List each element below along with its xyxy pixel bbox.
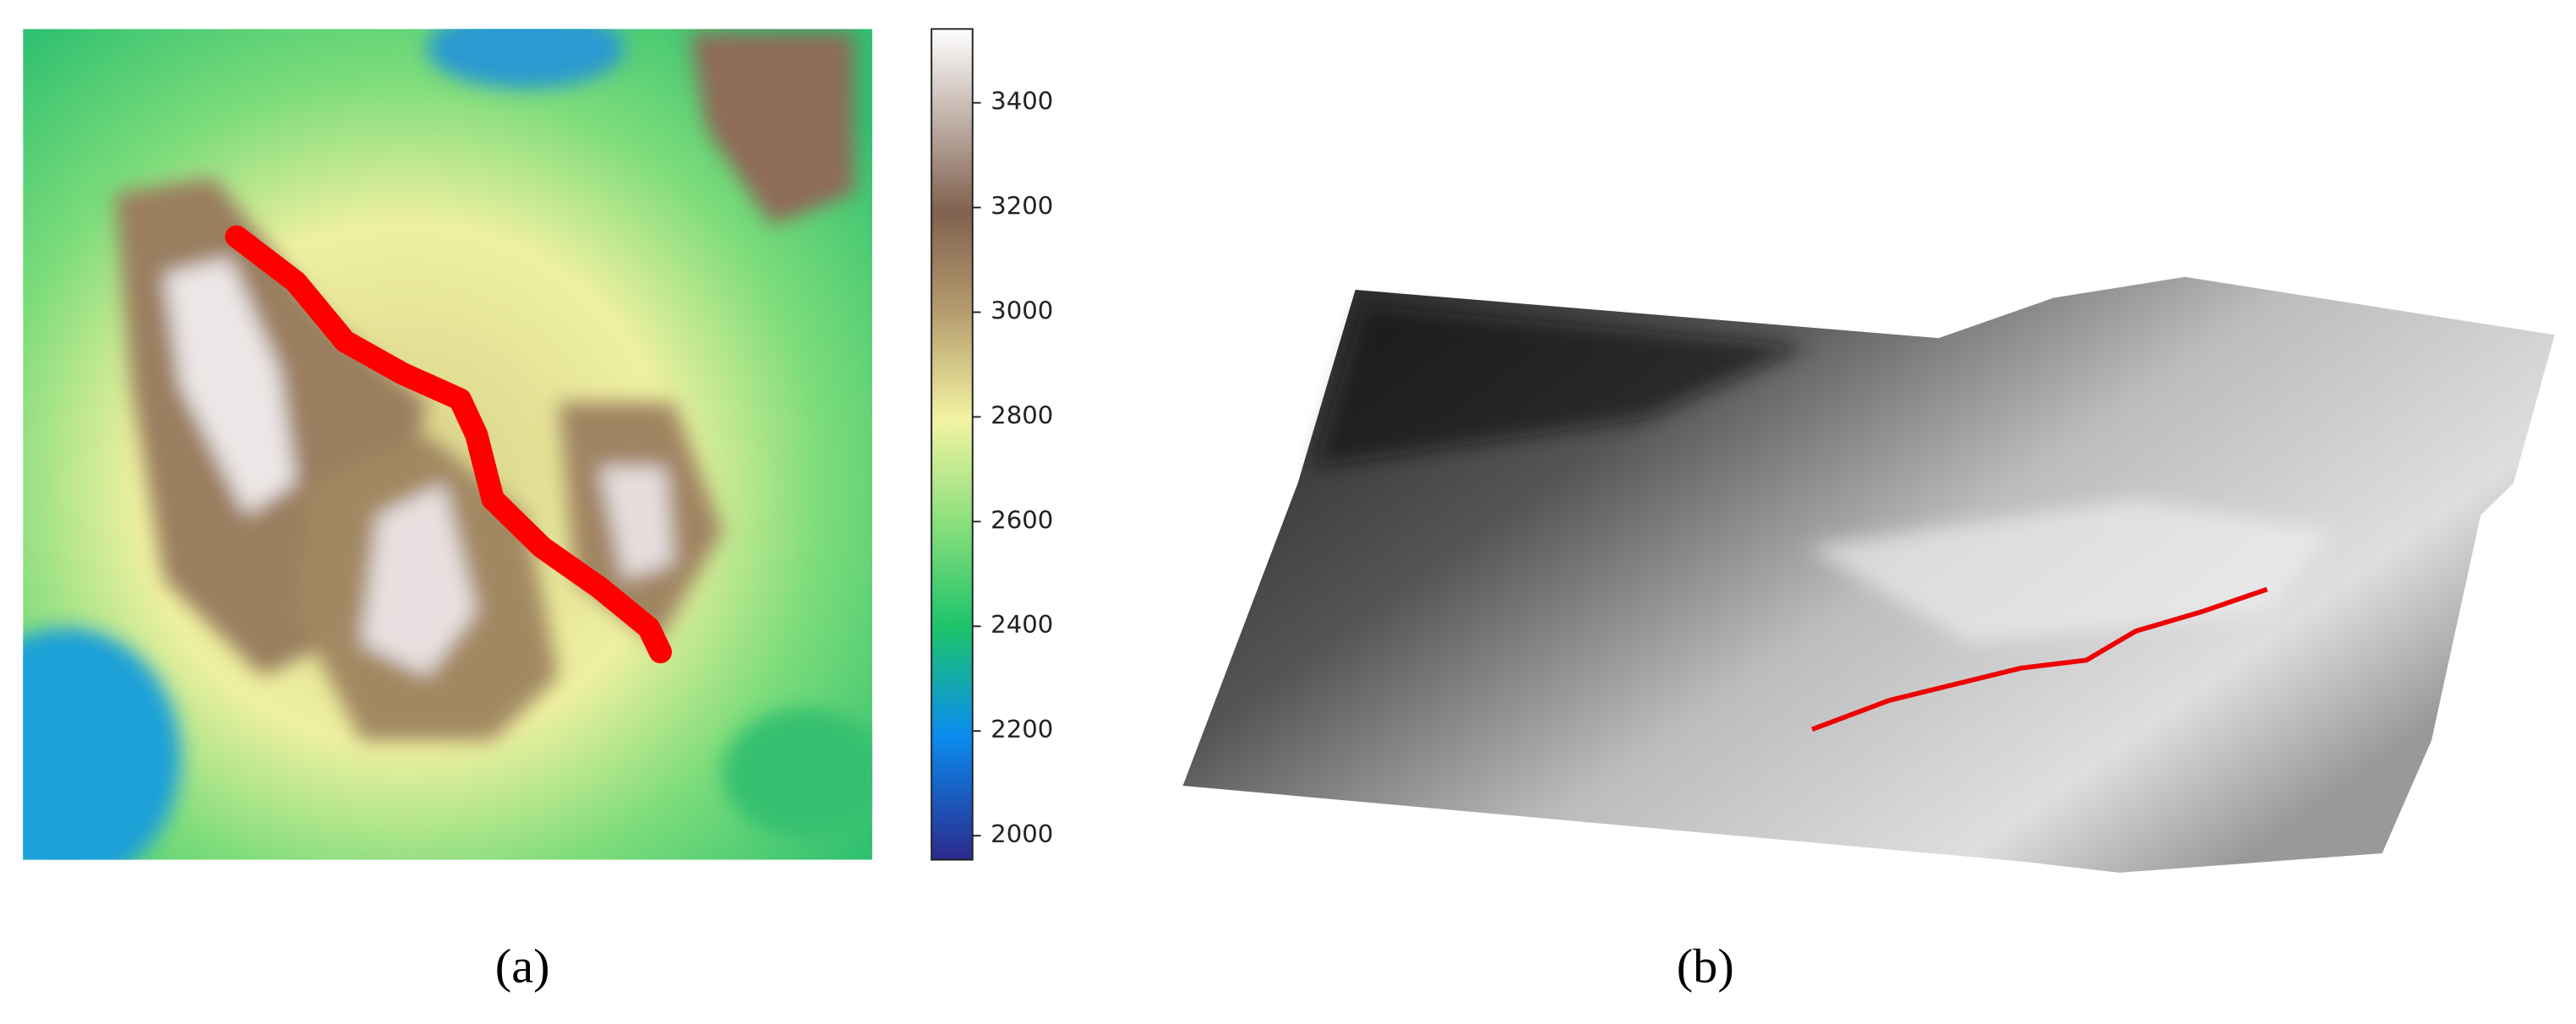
colorbar	[931, 28, 974, 861]
colorbar-tick-label: 2400	[991, 610, 1053, 639]
colorbar-tick-label: 2800	[991, 401, 1053, 430]
colorbar-tick-label: 2600	[991, 506, 1053, 535]
route-3d	[1811, 586, 2268, 732]
colorbar-tick-label: 2200	[991, 715, 1053, 743]
colorbar-tick-label: 3400	[991, 87, 1053, 116]
terrain-3d	[1182, 276, 2555, 873]
colorbar-tick-label: 2000	[991, 820, 1053, 848]
route	[225, 225, 673, 664]
colorbar-tick-label: 3200	[991, 192, 1053, 221]
panel-label: (a)	[495, 940, 550, 993]
elevation-map	[23, 29, 873, 860]
colorbar-tick-label: 3000	[991, 297, 1053, 325]
panel-label: (b)	[1677, 940, 1734, 993]
